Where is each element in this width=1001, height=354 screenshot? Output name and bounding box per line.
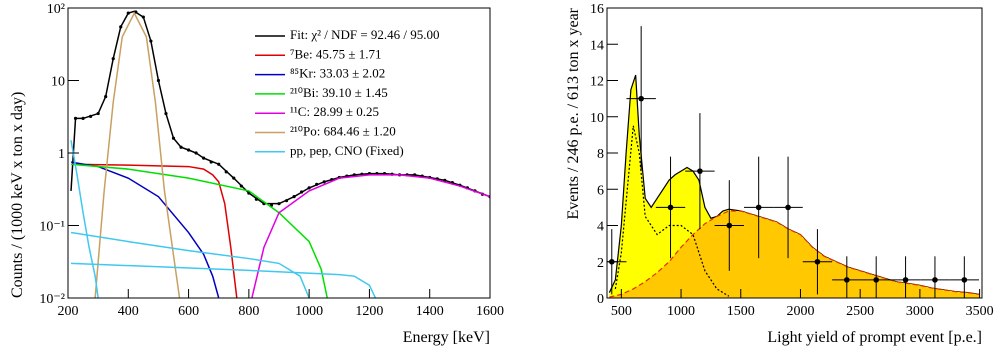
y-tick-label: 8 xyxy=(597,147,604,162)
y-tick-label: 10 xyxy=(51,75,65,90)
x-tick-label: 1500 xyxy=(727,304,755,319)
y-tick-label: 2 xyxy=(597,256,604,271)
series-line xyxy=(94,11,181,298)
data-point xyxy=(667,204,674,211)
x-tick-label: 400 xyxy=(118,304,139,319)
data-point xyxy=(726,222,733,229)
plot-frame xyxy=(606,7,983,299)
x-axis-label: Light yield of prompt event [p.e.] xyxy=(767,329,982,346)
y-tick-label: 16 xyxy=(590,2,604,17)
y-axis-label: Counts / (1000 keV x ton x day) xyxy=(9,92,26,298)
legend-label: ⁷Be: 45.75 ± 1.71 xyxy=(290,46,381,61)
x-tick-label: 3000 xyxy=(906,304,934,319)
y-tick-label: 6 xyxy=(597,183,604,198)
series-line xyxy=(70,163,328,298)
legend-label: ¹¹C: 28.99 ± 0.25 xyxy=(290,104,379,119)
series-outline xyxy=(609,210,980,298)
y-tick-label: 10⁻¹ xyxy=(39,220,65,235)
series-area xyxy=(609,211,980,298)
plot-frame xyxy=(67,7,491,299)
data-point xyxy=(961,277,968,283)
y-tick-label: 14 xyxy=(590,38,604,53)
legend-label: pp, pep, CNO (Fixed) xyxy=(290,143,404,158)
data-point xyxy=(814,258,821,265)
y-tick-label: 10 xyxy=(590,111,604,126)
x-tick-label: 3500 xyxy=(966,304,994,319)
data-point xyxy=(638,95,644,102)
series-line xyxy=(70,231,310,298)
legend-label: ²¹⁰Bi: 39.10 ± 1.45 xyxy=(290,85,388,100)
x-tick-label: 500 xyxy=(611,304,632,319)
x-tick-label: 1000 xyxy=(667,304,695,319)
x-tick-label: 1600 xyxy=(476,304,504,319)
series-line xyxy=(70,262,377,298)
legend-label: Fit: χ² / NDF = 92.46 / 95.00 xyxy=(290,27,440,42)
x-tick-label: 200 xyxy=(58,304,79,319)
x-tick-label: 2500 xyxy=(846,304,874,319)
y-tick-label: 10² xyxy=(47,2,65,17)
data-point xyxy=(844,277,850,283)
x-tick-label: 1400 xyxy=(416,304,444,319)
legend-label: ⁸⁵Kr: 33.03 ± 2.02 xyxy=(290,66,385,81)
y-tick-label: 0 xyxy=(597,292,604,307)
x-tick-label: 2000 xyxy=(786,304,814,319)
series-line xyxy=(71,163,238,298)
x-tick-label: 1200 xyxy=(355,304,383,319)
data-point xyxy=(902,277,909,283)
series-line xyxy=(251,174,490,298)
y-tick-label: 12 xyxy=(590,75,604,90)
data-point xyxy=(755,204,762,211)
x-tick-label: 600 xyxy=(178,304,199,319)
x-axis-label: Energy [keV] xyxy=(403,329,490,346)
data-point xyxy=(697,168,703,174)
series-line xyxy=(70,140,99,298)
series-outline xyxy=(614,125,730,297)
x-tick-label: 1000 xyxy=(295,304,323,319)
x-tick-label: 800 xyxy=(238,304,259,319)
y-axis-label: Events / 246 p.e. / 613 ton x year xyxy=(565,7,582,219)
y-tick-label: 4 xyxy=(597,220,604,235)
y-tick-label: 1 xyxy=(58,147,65,162)
legend-label: ²¹⁰Po: 684.46 ± 1.20 xyxy=(290,123,396,138)
series-line xyxy=(70,161,220,298)
y-tick-label: 10⁻² xyxy=(39,292,65,307)
data-point xyxy=(785,204,791,211)
data-point xyxy=(932,277,938,283)
data-point xyxy=(873,277,879,283)
